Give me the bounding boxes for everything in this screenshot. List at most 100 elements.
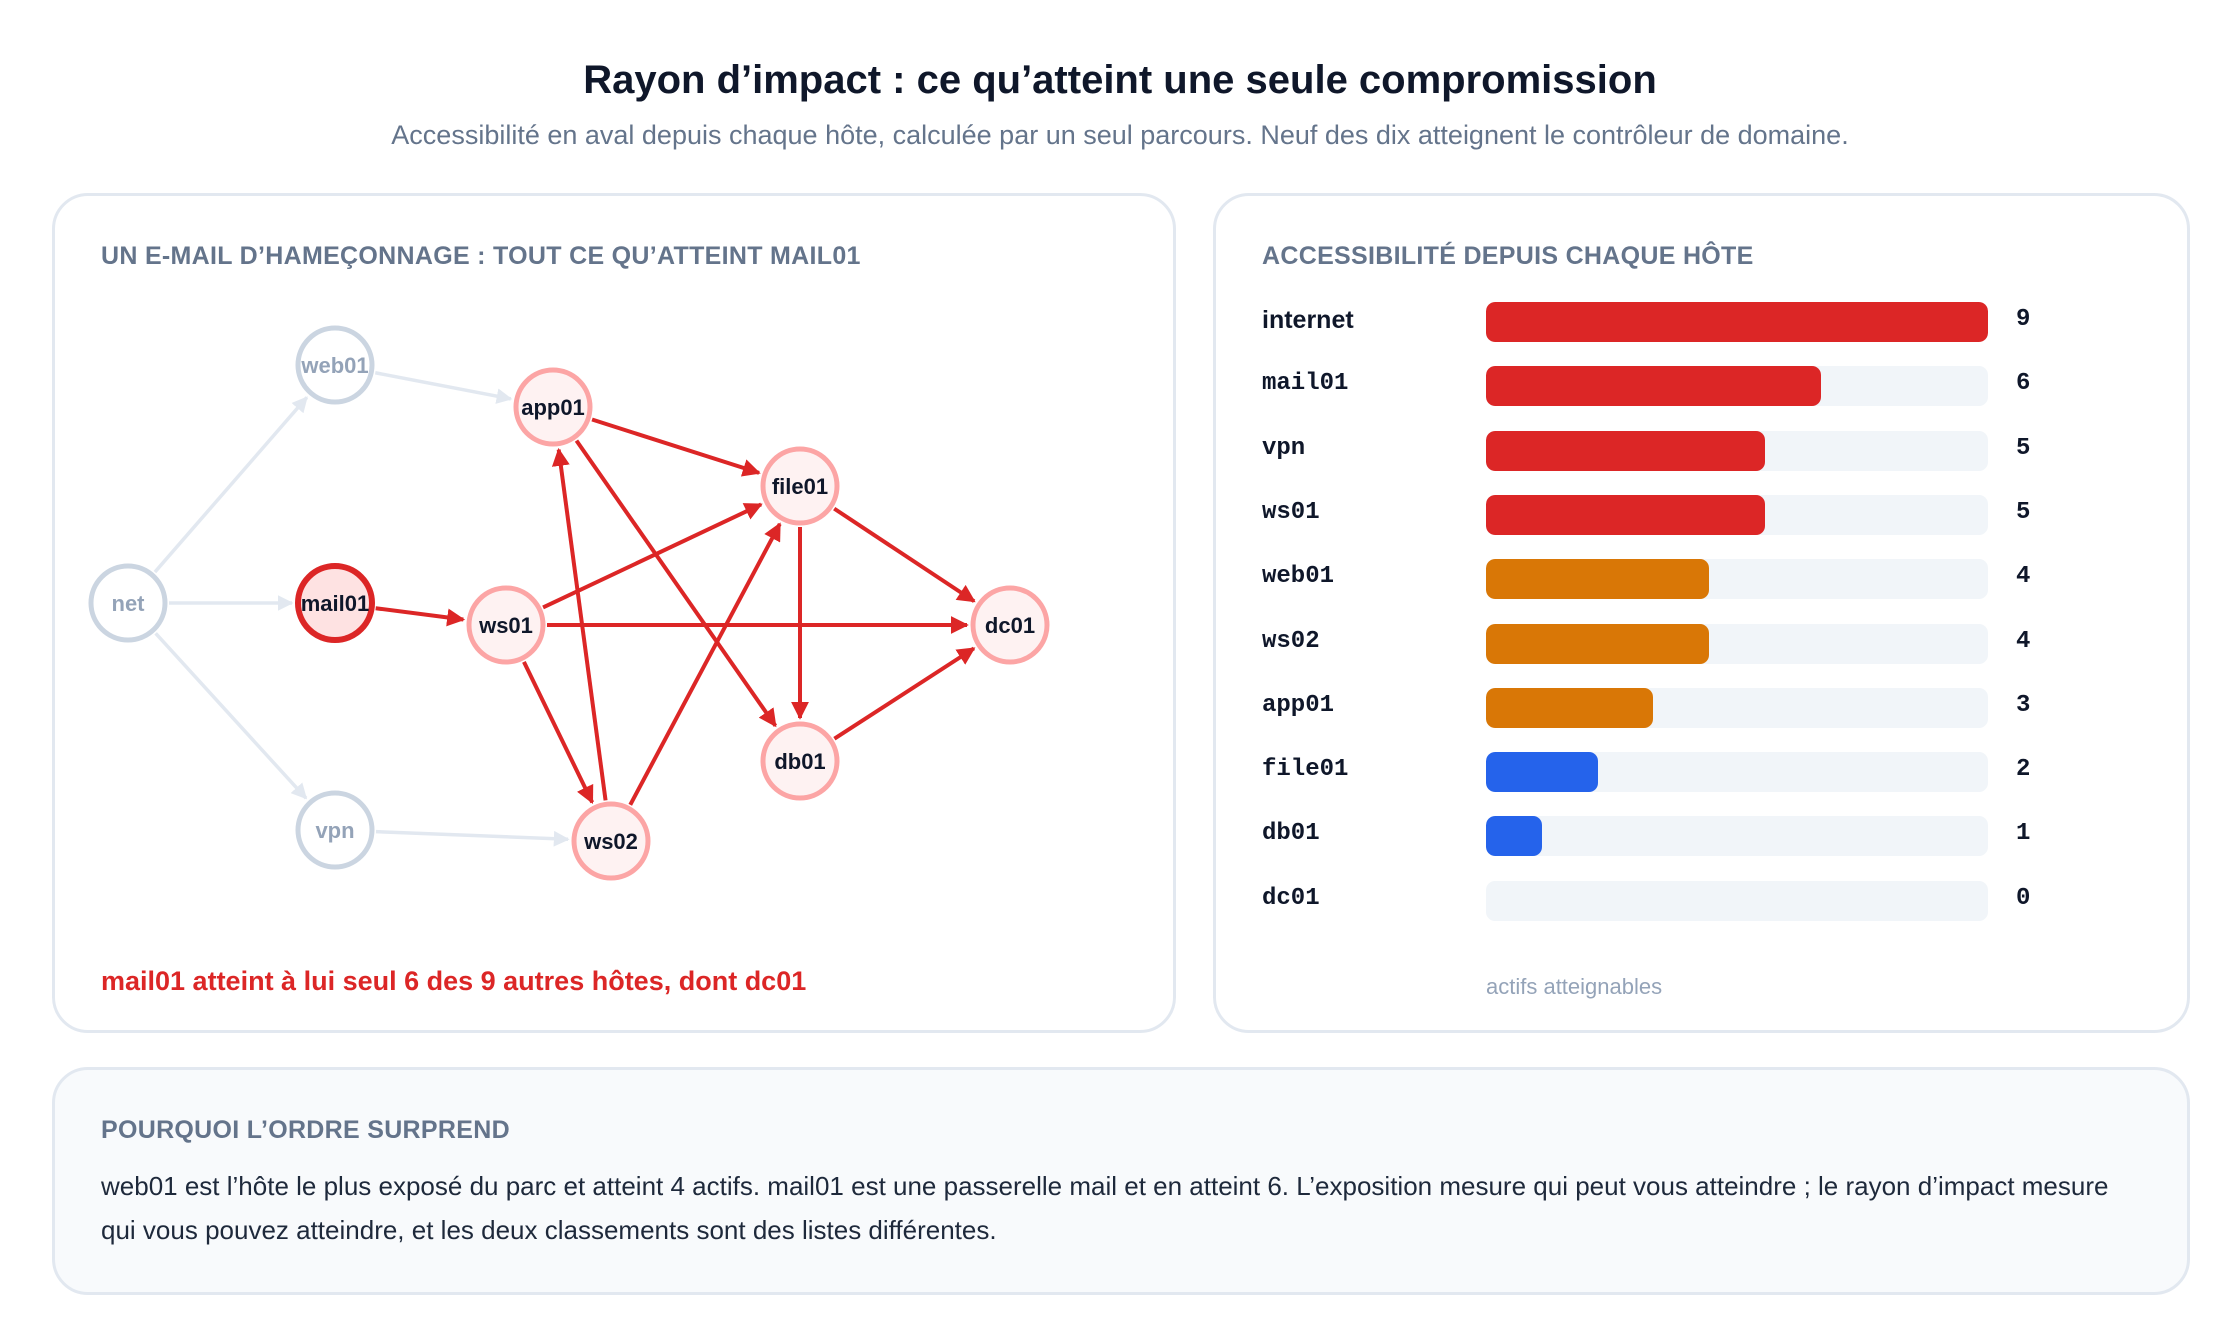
bar-web01 [1486, 559, 1710, 600]
bar-label-file01: file01 [1262, 756, 1349, 784]
bar-db01 [1486, 816, 1542, 857]
node-web01: web01 [295, 325, 375, 405]
bar-row-mail01: mail01 6 [1216, 366, 2193, 407]
bar-track-mail01 [1486, 366, 1988, 407]
bar-track-internet [1486, 302, 1988, 342]
bar-label-db01: db01 [1262, 820, 1320, 848]
bar-label-ws01: ws01 [1262, 498, 1320, 526]
bar-label-app01: app01 [1262, 691, 1335, 719]
bar-row-web01: web01 4 [1216, 559, 2193, 600]
bar-row-ws02: ws02 4 [1216, 623, 2193, 664]
graph-callout: mail01 atteint à lui seul 6 des 9 autres… [101, 966, 807, 996]
bar-label-web01: web01 [1262, 563, 1335, 591]
bar-row-db01: db01 1 [1216, 816, 2193, 857]
node-circle-app01 [513, 367, 593, 447]
explanation-text: web01 est l’hôte le plus exposé du parc … [101, 1171, 2109, 1245]
bar-row-dc01: dc01 0 [1216, 880, 2193, 921]
edge-app01-db01 [574, 439, 778, 728]
bar-row-app01: app01 3 [1216, 687, 2193, 728]
edge-net-vpn [154, 632, 308, 800]
node-net: net [88, 563, 168, 643]
bar-value-mail01: 6 [2016, 370, 2031, 398]
edge-app01-file01 [591, 417, 761, 477]
node-label-ws02: ws02 [583, 829, 638, 854]
bar-label-internet: internet [1262, 306, 1354, 334]
bar-value-ws01: 5 [2016, 498, 2031, 526]
node-app01: app01 [513, 367, 593, 447]
bar-label-mail01: mail01 [1262, 370, 1349, 398]
node-circle-mail01 [295, 563, 375, 643]
node-label-web01: web01 [300, 353, 368, 378]
node-label-app01: app01 [521, 395, 585, 420]
node-ws01: ws01 [466, 585, 546, 665]
edge-mail01-ws01 [375, 606, 466, 627]
node-circle-db01 [760, 721, 840, 801]
edge-vpn-ws02 [375, 829, 570, 847]
bar-value-ws02: 4 [2016, 627, 2031, 655]
bar-chart-title: ACCESSIBILITÉ DEPUIS CHAQUE HÔTE [1262, 242, 1754, 270]
node-ws02: ws02 [571, 801, 651, 881]
node-circle-ws01 [466, 585, 546, 665]
bar-value-app01: 3 [2016, 691, 2031, 719]
node-label-file01: file01 [772, 474, 828, 499]
graph-card: UN E-MAIL D’HAMEÇONNAGE : TOUT CE QU’ATT… [52, 193, 1176, 1033]
bar-ws02 [1486, 623, 1710, 664]
bar-track-file01 [1486, 752, 1988, 793]
bar-internet [1486, 302, 1988, 342]
bar-track-ws01 [1486, 494, 1988, 535]
explanation-card: POURQUOI L’ORDRE SURPREND web01 est l’hô… [52, 1067, 2190, 1295]
explanation-heading: POURQUOI L’ORDRE SURPREND [101, 1116, 510, 1144]
page-subtitle: Accessibilité en aval depuis chaque hôte… [391, 120, 1849, 150]
node-dc01: dc01 [970, 585, 1050, 665]
edge-ws02-file01 [628, 522, 782, 806]
graph-card-heading: UN E-MAIL D’HAMEÇONNAGE : TOUT CE QU’ATT… [101, 242, 861, 270]
bar-value-vpn: 5 [2016, 434, 2031, 462]
bar-value-db01: 1 [2016, 820, 2031, 848]
bar-track-web01 [1486, 559, 1988, 600]
bar-value-dc01: 0 [2016, 884, 2031, 912]
bar-track-db01 [1486, 816, 1988, 857]
bar-chart-card: ACCESSIBILITÉ DEPUIS CHAQUE HÔTE interne… [1213, 193, 2190, 1033]
node-circle-web01 [295, 325, 375, 405]
node-label-net: net [112, 591, 146, 616]
bar-label-ws02: ws02 [1262, 627, 1320, 655]
bar-value-internet: 9 [2016, 306, 2031, 333]
bar-file01 [1486, 752, 1598, 793]
bar-row-ws01: ws01 5 [1216, 494, 2193, 535]
edge-ws01-ws02 [522, 660, 594, 804]
bar-track-dc01 [1486, 880, 1988, 921]
node-circle-net [88, 563, 168, 643]
bar-ws01 [1486, 494, 1765, 535]
bar-value-web01: 4 [2016, 563, 2031, 591]
bar-app01 [1486, 687, 1654, 728]
bar-track-ws02 [1486, 623, 1988, 664]
edge-db01-dc01 [833, 646, 976, 741]
bar-track-vpn [1486, 430, 1988, 471]
bar-row-file01: file01 2 [1216, 752, 2193, 793]
node-label-ws01: ws01 [478, 613, 533, 638]
node-label-dc01: dc01 [985, 613, 1035, 638]
bar-mail01 [1486, 366, 1821, 407]
page-title: Rayon d’impact : ce qu’atteint une seule… [583, 58, 1657, 102]
reachability-graph: net web01 vpn mail01 app01 ws01 ws02 file01 db01… [88, 325, 1050, 881]
bar-row-vpn: vpn 5 [1216, 430, 2193, 471]
bar-track-app01 [1486, 687, 1988, 728]
node-circle-ws02 [571, 801, 651, 881]
bar-row-internet: internet 9 [1216, 302, 2193, 342]
bar-vpn [1486, 430, 1765, 471]
node-label-vpn: vpn [315, 818, 354, 843]
node-circle-dc01 [970, 585, 1050, 665]
bar-chart-xlabel: actifs atteignables [1486, 974, 1663, 999]
node-file01: file01 [760, 446, 840, 526]
node-label-db01: db01 [774, 749, 825, 774]
edge-web01-app01 [374, 371, 513, 404]
bar-value-file01: 2 [2016, 756, 2031, 784]
edge-file01-dc01 [833, 506, 976, 603]
node-vpn: vpn [295, 790, 375, 870]
node-mail01: mail01 [295, 563, 375, 643]
node-db01: db01 [760, 721, 840, 801]
node-circle-vpn [295, 790, 375, 870]
graph-edges [153, 371, 976, 847]
bar-label-vpn: vpn [1262, 434, 1306, 462]
bar-label-dc01: dc01 [1262, 884, 1320, 912]
